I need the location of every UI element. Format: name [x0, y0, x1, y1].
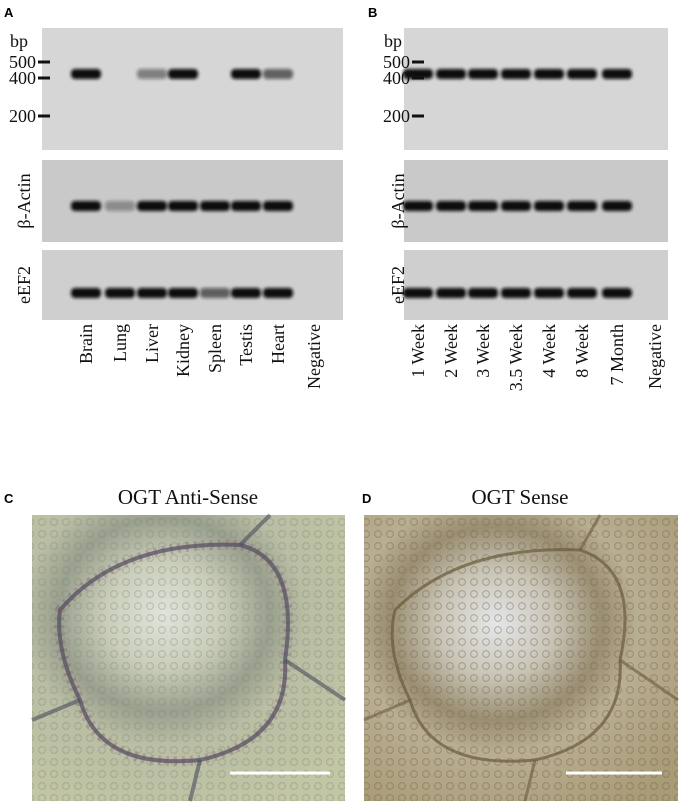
marker-label: 400 [9, 68, 36, 88]
lane-label: Spleen [205, 324, 225, 373]
gel [42, 28, 343, 150]
gel [42, 250, 343, 320]
panel-title: OGT Sense [471, 485, 568, 509]
lane-label: Negative [304, 324, 324, 389]
gel-band [501, 69, 531, 79]
gel-band [263, 201, 293, 211]
panel-letter: C [4, 491, 14, 506]
gel-band [534, 288, 564, 298]
lane-label: 2 Week [441, 324, 461, 378]
gel-band [567, 288, 597, 298]
lane-label: Testis [236, 324, 256, 366]
gel-band [168, 69, 198, 79]
gel-band [231, 69, 261, 79]
panel-letter: D [362, 491, 371, 506]
marker-label: 500 [9, 52, 36, 72]
lane-label: Kidney [173, 324, 193, 377]
lane-label: 4 Week [539, 324, 559, 378]
gel-band [71, 201, 101, 211]
histology-c [31, 513, 347, 802]
panel-letter: A [4, 5, 14, 20]
gel-band [567, 69, 597, 79]
gel-band [231, 201, 261, 211]
gel-band [263, 288, 293, 298]
gel-band [168, 288, 198, 298]
marker-label: 200 [9, 106, 36, 126]
gel-band [71, 69, 101, 79]
gel-band [567, 201, 597, 211]
gel-label: β-Actin [14, 173, 34, 228]
gel-band [263, 69, 293, 79]
histology-d [363, 514, 679, 802]
gel-band [403, 201, 433, 211]
panel-letter: B [368, 5, 377, 20]
gel-label: β-Actin [388, 173, 408, 228]
gel-band [168, 201, 198, 211]
gel-band [137, 288, 167, 298]
bp-label: bp [10, 31, 28, 51]
gel-label: eEF2 [14, 266, 34, 304]
lane-label: Liver [142, 324, 162, 363]
panel-title: OGT Anti-Sense [118, 485, 258, 509]
gel-band [436, 69, 466, 79]
gel-band [436, 201, 466, 211]
gel-band [602, 288, 632, 298]
gel-band [200, 201, 230, 211]
gel-band [231, 288, 261, 298]
gel-band [468, 201, 498, 211]
gel-band [602, 69, 632, 79]
marker-label: 200 [383, 106, 410, 126]
gel-band [602, 201, 632, 211]
gel-band [534, 201, 564, 211]
gel-band [200, 288, 230, 298]
gel-band [105, 288, 135, 298]
gel [404, 28, 668, 150]
lane-label: 3.5 Week [506, 324, 526, 391]
lane-label: 1 Week [408, 324, 428, 378]
gel-band [436, 288, 466, 298]
gel-band [403, 69, 433, 79]
lane-label: 7 Month [607, 324, 627, 386]
gel-band [403, 288, 433, 298]
lane-label: 8 Week [572, 324, 592, 378]
gel-label: eEF2 [388, 266, 408, 304]
gel-band [137, 69, 167, 79]
gel-band [501, 288, 531, 298]
gel-band [501, 201, 531, 211]
gel-band [137, 201, 167, 211]
gel [404, 250, 668, 320]
lane-label: Heart [268, 324, 288, 364]
gel-band [534, 69, 564, 79]
lane-label: Brain [76, 324, 96, 364]
marker-label: 500 [383, 52, 410, 72]
gel-band [468, 288, 498, 298]
lane-label: 3 Week [473, 324, 493, 378]
gel-band [71, 288, 101, 298]
gel-band [468, 69, 498, 79]
bp-label: bp [384, 31, 402, 51]
marker-label: 400 [383, 68, 410, 88]
lane-label: Lung [110, 324, 130, 362]
gel-band [105, 201, 135, 211]
lane-label: Negative [645, 324, 665, 389]
